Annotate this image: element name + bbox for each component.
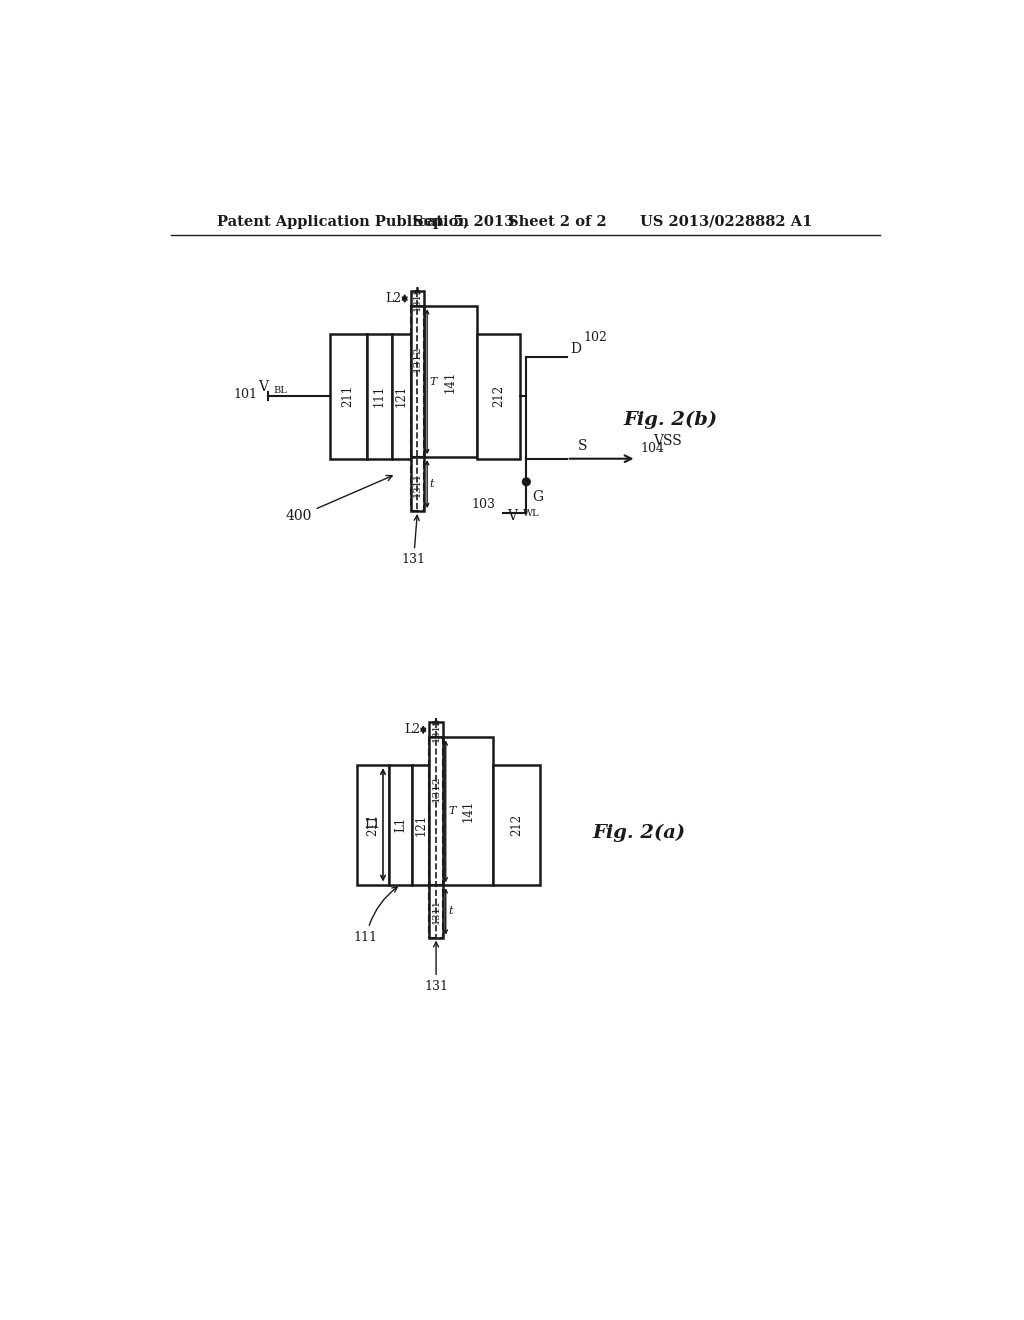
Bar bbox=[411, 457, 424, 511]
Text: T: T bbox=[449, 807, 456, 816]
Bar bbox=[429, 886, 442, 937]
Text: 121: 121 bbox=[415, 813, 427, 836]
Text: 1312: 1312 bbox=[413, 346, 422, 372]
Text: 131: 131 bbox=[424, 942, 449, 993]
Text: BL: BL bbox=[273, 385, 288, 395]
Bar bbox=[392, 334, 411, 459]
Bar bbox=[411, 306, 424, 457]
Circle shape bbox=[522, 478, 530, 486]
Bar bbox=[330, 334, 367, 459]
Text: 103: 103 bbox=[471, 499, 496, 511]
Text: 1313: 1313 bbox=[413, 286, 422, 312]
Text: V: V bbox=[507, 510, 517, 524]
Text: t: t bbox=[449, 907, 453, 916]
Text: WL: WL bbox=[522, 510, 539, 517]
Text: 121: 121 bbox=[395, 385, 409, 408]
Text: 211: 211 bbox=[342, 385, 354, 408]
Text: Fig. 2(b): Fig. 2(b) bbox=[624, 411, 718, 429]
Bar bbox=[429, 886, 442, 937]
Text: 400: 400 bbox=[286, 475, 392, 524]
Text: 141: 141 bbox=[443, 371, 457, 393]
Bar bbox=[389, 766, 413, 884]
Text: Sep. 5, 2013: Sep. 5, 2013 bbox=[414, 215, 514, 228]
Text: 104: 104 bbox=[640, 442, 665, 455]
Bar bbox=[477, 334, 520, 459]
Text: Sheet 2 of 2: Sheet 2 of 2 bbox=[508, 215, 606, 228]
Text: US 2013/0228882 A1: US 2013/0228882 A1 bbox=[640, 215, 812, 228]
Bar bbox=[356, 766, 389, 884]
Text: L2: L2 bbox=[404, 723, 421, 737]
Text: 212: 212 bbox=[492, 385, 505, 408]
Bar bbox=[411, 290, 424, 306]
Text: 111: 111 bbox=[354, 887, 397, 944]
Text: V: V bbox=[259, 380, 268, 395]
Text: VSS: VSS bbox=[653, 434, 682, 447]
Bar bbox=[413, 766, 429, 884]
Text: Fig. 2(a): Fig. 2(a) bbox=[593, 824, 686, 842]
Text: 131: 131 bbox=[401, 515, 426, 566]
Bar bbox=[411, 306, 424, 457]
Bar bbox=[367, 334, 392, 459]
Text: 101: 101 bbox=[233, 388, 258, 400]
Text: 211: 211 bbox=[367, 813, 380, 836]
Bar bbox=[429, 738, 442, 886]
Text: 111: 111 bbox=[373, 385, 386, 408]
Text: L1: L1 bbox=[394, 817, 408, 833]
Bar bbox=[424, 306, 477, 457]
Text: L2: L2 bbox=[386, 292, 401, 305]
Text: 212: 212 bbox=[510, 813, 523, 836]
Text: Patent Application Publication: Patent Application Publication bbox=[217, 215, 469, 228]
Text: T: T bbox=[429, 376, 437, 387]
Text: 141: 141 bbox=[462, 800, 474, 822]
Text: G: G bbox=[532, 490, 544, 504]
Text: L1: L1 bbox=[364, 818, 380, 832]
Bar bbox=[493, 766, 540, 884]
Text: 1313: 1313 bbox=[431, 717, 440, 742]
Text: 1312: 1312 bbox=[431, 776, 440, 803]
Text: 102: 102 bbox=[584, 331, 607, 345]
Bar bbox=[442, 738, 493, 886]
Bar bbox=[411, 457, 424, 511]
Text: 1311: 1311 bbox=[413, 471, 422, 496]
Text: t: t bbox=[429, 479, 434, 490]
Text: 1311: 1311 bbox=[431, 899, 440, 924]
Bar bbox=[429, 722, 442, 738]
Text: S: S bbox=[578, 438, 587, 453]
Bar bbox=[429, 738, 442, 886]
Text: D: D bbox=[570, 342, 582, 356]
